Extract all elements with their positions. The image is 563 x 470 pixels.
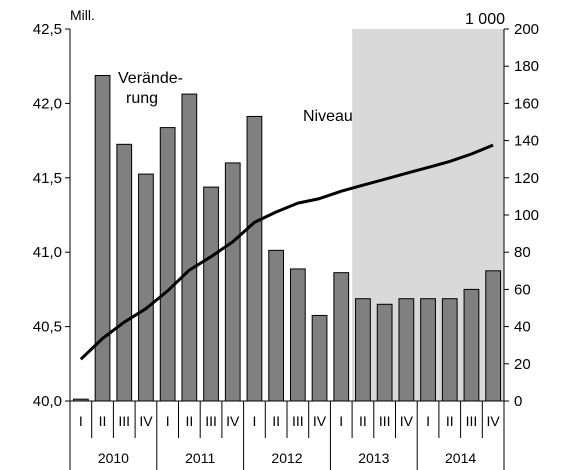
bar (311, 314, 328, 402)
right-tick-label: 120 (514, 170, 539, 187)
annotation-veraenderung-line1: Verände- (118, 70, 183, 87)
right-tick-label: 20 (514, 356, 531, 373)
quarter-label: III (466, 413, 478, 429)
right-tick-label: 160 (514, 95, 539, 112)
quarter-label: I (339, 413, 343, 429)
bar (181, 93, 198, 402)
quarter-label: I (426, 413, 430, 429)
year-label: 2013 (358, 450, 389, 466)
bars-group (72, 75, 502, 402)
bar (441, 298, 458, 402)
bar (138, 173, 154, 402)
left-tick-label: 40,0 (33, 393, 62, 410)
year-label: 2010 (98, 450, 129, 466)
left-tick-label: 40,5 (33, 319, 62, 336)
right-axis: 0 20 40 60 80 100 120 140 160 180 200 (503, 21, 539, 410)
quarter-label: II (272, 413, 280, 429)
quarter-label: IV (226, 413, 240, 429)
bar (224, 162, 241, 402)
left-axis-unit: Mill. (70, 7, 95, 23)
year-label: 2012 (271, 450, 302, 466)
annotation-niveau: Niveau (303, 108, 353, 125)
right-tick-label: 40 (514, 319, 531, 336)
right-axis-unit: 1 000 (465, 11, 505, 28)
bar (94, 75, 111, 402)
line-niveau (79, 143, 494, 361)
quarter-label: I (79, 413, 83, 429)
bar (289, 268, 306, 402)
bar (485, 270, 502, 402)
quarter-label: II (99, 413, 107, 429)
quarter-label: III (205, 413, 217, 429)
quarter-label: II (359, 413, 367, 429)
right-tick-label: 140 (514, 133, 539, 150)
quarter-label: I (166, 413, 170, 429)
left-tick-label: 41,0 (33, 244, 62, 261)
right-tick-label: 100 (514, 207, 539, 224)
bar (420, 298, 436, 402)
right-tick-label: 180 (514, 58, 539, 75)
bar (268, 249, 285, 402)
annotation-veraenderung-line2: rung (126, 90, 158, 107)
year-label: 2014 (445, 450, 476, 466)
quarter-label: III (118, 413, 130, 429)
quarter-label: III (379, 413, 391, 429)
bar (333, 272, 350, 402)
bar (203, 186, 219, 402)
right-tick-label: 60 (514, 281, 531, 298)
bar (116, 143, 133, 402)
quarter-label: III (292, 413, 304, 429)
bar (355, 298, 371, 402)
quarter-label: IV (400, 413, 414, 429)
bar (246, 115, 263, 402)
quarter-label: IV (487, 413, 501, 429)
annotation-veraenderung: Verände- rung (118, 70, 187, 107)
x-axis: I II III IV I II III IV I II III IV I II III IV I II III IV… (69, 400, 505, 470)
year-label: 2011 (185, 450, 215, 466)
left-tick-label: 41,5 (33, 170, 62, 187)
quarter-label: II (446, 413, 454, 429)
bar (159, 127, 176, 402)
left-tick-label: 42,5 (33, 21, 62, 38)
bar (463, 288, 480, 402)
right-tick-label: 200 (514, 21, 539, 38)
bar (398, 298, 415, 402)
quarter-label: II (185, 413, 193, 429)
right-tick-label: 80 (514, 244, 531, 261)
left-axis: 40,0 40,5 41,0 41,5 42,0 42,5 (33, 21, 71, 410)
quarter-label: I (253, 413, 257, 429)
quarter-label: IV (313, 413, 327, 429)
quarter-label: IV (139, 413, 153, 429)
bar (376, 303, 393, 402)
right-tick-label: 0 (514, 393, 522, 410)
left-tick-label: 42,0 (33, 95, 62, 112)
